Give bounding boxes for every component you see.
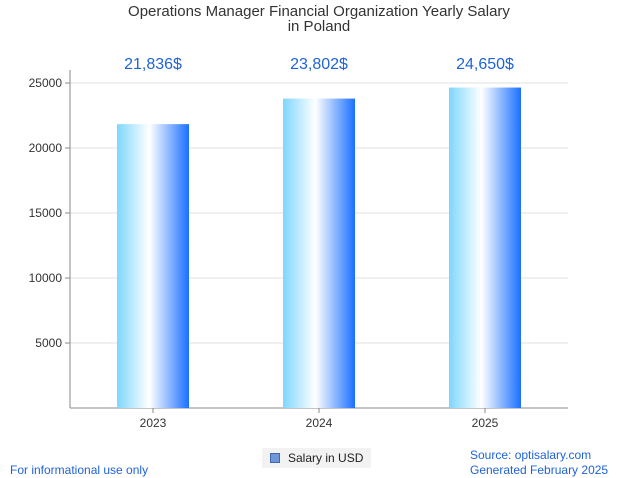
bar-2024 — [283, 98, 355, 408]
chart-title: Operations Manager Financial Organizatio… — [0, 4, 638, 34]
source-block: Source: optisalary.com Generated Februar… — [470, 448, 608, 478]
bar-2023 — [117, 124, 189, 408]
legend-label: Salary in USD — [288, 451, 364, 465]
y-tick-label: 10000 — [29, 271, 63, 285]
value-label: 21,836$ — [124, 56, 182, 73]
chart-title-line2: in Poland — [287, 18, 351, 35]
x-tick-label: 2023 — [140, 416, 167, 430]
disclaimer-text: For informational use only — [10, 463, 149, 477]
y-tick-label: 15000 — [29, 206, 63, 220]
y-tick-label: 25000 — [29, 76, 63, 90]
value-label: 24,650$ — [456, 56, 514, 73]
value-label: 23,802$ — [290, 56, 348, 73]
bar-2025 — [449, 87, 521, 409]
y-tick-label: 5000 — [35, 336, 62, 350]
x-tick-label: 2025 — [472, 416, 499, 430]
generated-date: Generated February 2025 — [470, 463, 609, 477]
legend[interactable]: Salary in USD — [262, 448, 372, 468]
y-tick-label: 20000 — [29, 141, 63, 155]
source-link[interactable]: Source: optisalary.com — [470, 448, 592, 462]
legend-swatch — [270, 453, 280, 463]
chart-title-line1: Operations Manager Financial Organizatio… — [128, 3, 510, 20]
x-tick-label: 2024 — [306, 416, 333, 430]
